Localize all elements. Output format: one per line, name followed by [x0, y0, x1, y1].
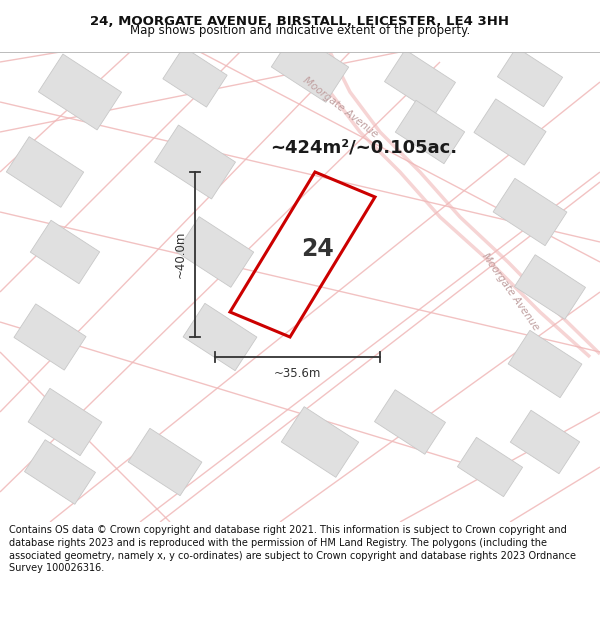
- Polygon shape: [493, 178, 567, 246]
- Text: 24: 24: [301, 238, 334, 261]
- Polygon shape: [163, 47, 227, 107]
- Polygon shape: [511, 410, 580, 474]
- Text: Moorgate Avenue: Moorgate Avenue: [479, 251, 541, 332]
- Text: ~424m²/~0.105ac.: ~424m²/~0.105ac.: [270, 138, 457, 156]
- Polygon shape: [7, 137, 83, 208]
- Polygon shape: [38, 54, 122, 130]
- Polygon shape: [14, 304, 86, 370]
- Polygon shape: [395, 100, 464, 164]
- Polygon shape: [508, 331, 582, 398]
- Polygon shape: [514, 255, 586, 319]
- Polygon shape: [183, 303, 257, 371]
- Text: Contains OS data © Crown copyright and database right 2021. This information is : Contains OS data © Crown copyright and d…: [9, 525, 576, 574]
- Polygon shape: [31, 220, 100, 284]
- Polygon shape: [271, 32, 349, 103]
- Text: 24, MOORGATE AVENUE, BIRSTALL, LEICESTER, LE4 3HH: 24, MOORGATE AVENUE, BIRSTALL, LEICESTER…: [91, 14, 509, 28]
- Text: Map shows position and indicative extent of the property.: Map shows position and indicative extent…: [130, 24, 470, 38]
- Polygon shape: [374, 390, 446, 454]
- Polygon shape: [474, 99, 546, 165]
- Text: ~35.6m: ~35.6m: [274, 367, 321, 380]
- Text: ~40.0m: ~40.0m: [174, 231, 187, 278]
- Text: Moorgate Avenue: Moorgate Avenue: [301, 75, 379, 139]
- Polygon shape: [176, 217, 254, 288]
- Polygon shape: [457, 438, 523, 497]
- Polygon shape: [497, 48, 563, 107]
- Polygon shape: [281, 407, 359, 478]
- Polygon shape: [155, 125, 235, 199]
- Polygon shape: [25, 440, 95, 504]
- Polygon shape: [28, 388, 102, 456]
- Polygon shape: [385, 50, 455, 114]
- Polygon shape: [128, 428, 202, 496]
